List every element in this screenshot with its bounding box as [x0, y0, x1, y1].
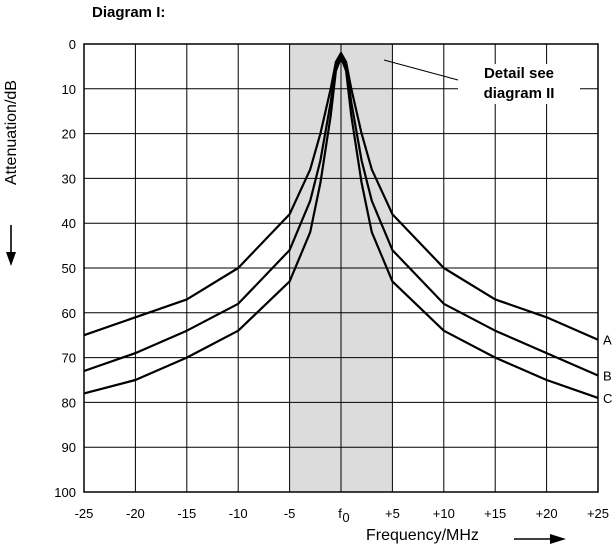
x-axis-title: Frequency/MHz: [366, 527, 479, 544]
series-c: [83, 56, 599, 399]
series-a: [83, 51, 599, 341]
y-tick-label: 20: [62, 127, 76, 142]
y-tick-label: 40: [62, 216, 76, 231]
x-tick-label: -5: [284, 506, 296, 521]
series-label-c: C: [603, 391, 612, 406]
x-tick-label: +5: [385, 506, 400, 521]
chart-title: Diagram I:: [92, 4, 166, 21]
y-tick-label: 30: [62, 171, 76, 186]
y-tick-label: 80: [62, 395, 76, 410]
x-tick-label: f: [338, 506, 342, 521]
x-tick-label-subscript: 0: [342, 510, 349, 525]
x-tick-label: +10: [433, 506, 455, 521]
y-tick-label: 60: [62, 306, 76, 321]
y-tick-label: 10: [62, 82, 76, 97]
y-arrow-head: [6, 252, 16, 266]
annotation-leader: [383, 59, 459, 81]
y-tick-label: 90: [62, 440, 76, 455]
x-tick-label: -10: [229, 506, 248, 521]
x-tick-label: -15: [177, 506, 196, 521]
series-b: [83, 54, 599, 377]
x-arrow-head: [550, 534, 566, 544]
y-tick-label: 50: [62, 261, 76, 276]
series-label-a: A: [603, 333, 612, 348]
y-tick-label: 100: [54, 485, 76, 500]
plot-frame: [83, 43, 599, 493]
x-tick-label: -25: [75, 506, 94, 521]
annotation-note: Detail see diagram II: [458, 64, 580, 104]
y-tick-label: 70: [62, 351, 76, 366]
y-tick-label: 0: [69, 37, 76, 52]
x-tick-label: +25: [587, 506, 609, 521]
x-tick-label: +15: [484, 506, 506, 521]
x-tick-label: -20: [126, 506, 145, 521]
series-label-b: B: [603, 369, 612, 384]
x-tick-label: +20: [536, 506, 558, 521]
